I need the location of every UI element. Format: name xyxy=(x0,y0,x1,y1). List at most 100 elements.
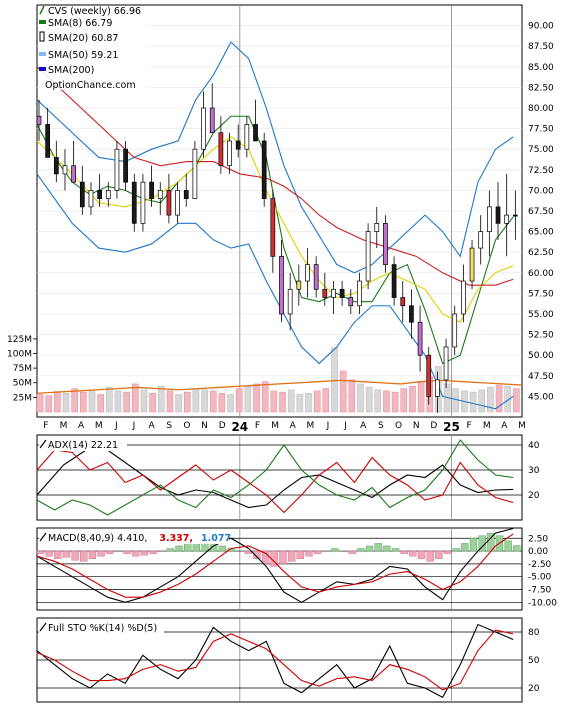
sto-legend: Full STO %K(14) %D(5) xyxy=(39,620,164,634)
macd-histogram-bar xyxy=(374,543,382,552)
macd-histogram-bar xyxy=(383,545,391,552)
adx-y-tick: 40 xyxy=(528,441,540,451)
macd-histogram-bar xyxy=(279,550,287,565)
macd-legend: MACD(8,40,9) 4.410, 3.337, 1.077 xyxy=(39,530,231,544)
macd-histogram-bar xyxy=(149,550,157,554)
candle-body xyxy=(140,181,146,224)
macd-histogram-bar xyxy=(106,550,114,554)
sto-y-tick: 20 xyxy=(528,684,540,694)
volume-bar xyxy=(469,391,477,413)
x-month-label: M xyxy=(60,421,68,431)
candle-body xyxy=(149,181,154,199)
price-y-tick: 62.50 xyxy=(528,248,554,258)
sto-series-line xyxy=(36,623,514,699)
macd-histogram-bar xyxy=(391,548,400,552)
macd-histogram-bar xyxy=(313,550,322,554)
candle-body xyxy=(62,165,68,175)
volume-bar xyxy=(192,388,200,413)
macd-histogram-bar xyxy=(296,550,304,559)
candle-body xyxy=(227,140,232,167)
candle-body xyxy=(357,280,362,307)
macd-y-tick: -7.50 xyxy=(528,586,552,596)
price-y-tick: 87.50 xyxy=(528,42,554,52)
candle-body xyxy=(45,124,51,158)
volume-bar xyxy=(158,386,165,413)
legend-sma200-swatch xyxy=(39,67,46,71)
candle-body xyxy=(261,140,267,199)
legend-sma50: SMA(50) 59.21 xyxy=(48,50,118,61)
macd-histogram-bar xyxy=(435,550,443,559)
volume-y-tick: 50M xyxy=(13,379,32,389)
sto-y-tick: 50 xyxy=(528,656,540,666)
volume-bar xyxy=(357,383,364,413)
candle-body xyxy=(235,140,241,150)
volume-bar xyxy=(71,388,78,413)
macd-legend-icon xyxy=(39,532,47,542)
sto-title: Full STO %K(14) %D(5) xyxy=(48,623,157,634)
sto-series-line xyxy=(36,629,514,691)
price-y-tick: 80.00 xyxy=(528,104,554,114)
macd-histogram-bar xyxy=(461,543,469,552)
macd-histogram-bar xyxy=(175,545,183,552)
x-month-label: M xyxy=(306,421,314,431)
price-y-tick: 67.50 xyxy=(528,207,554,217)
x-month-label: J xyxy=(326,421,330,431)
volume-bar xyxy=(106,387,113,413)
adx-title: ADX(14) 22.21 xyxy=(48,440,118,451)
candle-body xyxy=(175,190,180,216)
macd-y-tick: 0.00 xyxy=(528,547,548,557)
candle-body xyxy=(331,288,336,298)
candle-body xyxy=(452,313,458,348)
volume-bar xyxy=(209,390,217,413)
volume-bar xyxy=(391,391,399,413)
candle-body xyxy=(478,231,484,249)
price-y-tick: 82.50 xyxy=(528,83,554,93)
x-month-label: S xyxy=(378,421,384,431)
volume-bar xyxy=(487,387,494,413)
macd-histogram-bar xyxy=(45,550,53,557)
candle-body xyxy=(97,190,102,199)
candle-body xyxy=(426,354,432,397)
macd-series-line xyxy=(36,533,514,598)
macd-y-tick: -2.50 xyxy=(528,560,552,570)
macd-histogram-bar xyxy=(218,545,227,552)
volume-bar xyxy=(183,391,191,413)
volume-bar xyxy=(235,388,243,413)
candle-body xyxy=(305,264,310,282)
macd-histogram-bar xyxy=(452,548,460,552)
legend-sma20-icon xyxy=(39,31,45,42)
adx-legend-icon xyxy=(39,439,47,449)
candle-body xyxy=(79,181,85,208)
macd-title-main: MACD(8,40,9) 4.410, xyxy=(48,533,147,544)
candle-body xyxy=(114,148,120,191)
x-month-label: F xyxy=(43,421,48,431)
adx-y-tick: 20 xyxy=(528,491,540,501)
volume-bar xyxy=(287,389,295,413)
candle-body xyxy=(123,148,128,183)
legend-cvs: CVS (weekly) 66.96 xyxy=(48,6,141,17)
candle-body xyxy=(209,107,215,134)
candle-body xyxy=(487,206,492,232)
volume-bar xyxy=(331,347,338,413)
candle-body xyxy=(313,264,319,290)
volume-bar xyxy=(305,393,312,413)
candle-body xyxy=(36,115,42,125)
candle-body xyxy=(218,132,224,167)
sto-y-tick: 80 xyxy=(528,628,540,638)
axis-ticks: 90.00 87.50 85.00 82.50 80.00 77.50 75.00 72.50… xyxy=(7,22,557,694)
macd-histogram-bar xyxy=(504,540,512,552)
macd-histogram-bar xyxy=(97,550,105,557)
volume-bar xyxy=(339,370,347,413)
x-month-label: S xyxy=(166,421,172,431)
volume-bar xyxy=(54,391,61,413)
price-y-tick: 50.00 xyxy=(528,351,554,361)
volume-y-tick: 125M xyxy=(7,335,32,345)
volume-bar xyxy=(400,388,408,413)
macd-histogram-bar xyxy=(166,548,175,552)
volume-bar xyxy=(313,390,321,413)
x-month-label: D xyxy=(219,421,226,431)
volume-bar xyxy=(218,393,226,413)
price-candles xyxy=(36,83,518,413)
candle-body xyxy=(53,157,59,175)
x-month-label: N xyxy=(201,421,208,431)
